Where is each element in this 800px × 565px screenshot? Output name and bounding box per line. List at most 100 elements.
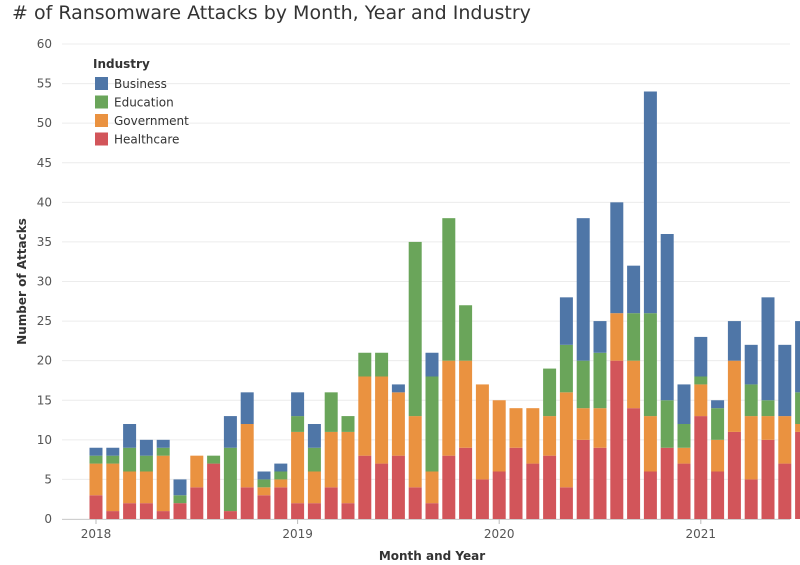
bar-segment-healthcare	[492, 471, 506, 519]
bar-segment-business	[274, 463, 288, 472]
x-tick-label: 2020	[484, 527, 515, 541]
bar-segment-government	[643, 416, 657, 472]
bar-segment-education	[375, 352, 389, 377]
bar-segment-education	[291, 416, 305, 432]
bar-segment-education	[408, 241, 422, 417]
bar-segment-education	[207, 455, 221, 464]
bar-segment-healthcare	[526, 463, 540, 519]
bar-segment-education	[156, 447, 170, 456]
bar-segment-healthcare	[543, 455, 557, 519]
bar-segment-healthcare	[223, 511, 237, 519]
bar-segment-government	[89, 463, 103, 496]
bar-segment-education	[89, 455, 103, 464]
bar-segment-government	[459, 360, 473, 448]
bar-segment-healthcare	[761, 439, 775, 519]
bar-segment-business	[156, 439, 170, 448]
bar-segment-education	[106, 455, 120, 464]
bar-segment-healthcare	[291, 503, 305, 519]
bar-segment-healthcare	[660, 447, 674, 519]
bar-segment-education	[307, 447, 321, 472]
bar-segment-healthcare	[156, 511, 170, 519]
bar-segment-business	[593, 321, 607, 353]
bar-segment-government	[408, 416, 422, 488]
bar-segment-business	[123, 424, 137, 448]
bar-segment-government	[576, 408, 590, 440]
bar-segment-government	[475, 384, 489, 480]
bar-segment-healthcare	[173, 503, 187, 519]
bar-segment-education	[795, 392, 800, 424]
legend-label-business: Business	[114, 77, 167, 91]
bar-segment-business	[139, 439, 153, 456]
bar-segment-government	[778, 416, 792, 464]
y-tick-label: 50	[37, 116, 52, 130]
bar-segment-education	[459, 305, 473, 361]
bar-segment-education	[660, 400, 674, 448]
bar-segment-government	[526, 408, 540, 464]
bar-segment-healthcare	[627, 408, 641, 519]
bar-segment-education	[274, 471, 288, 480]
bar-segment-government	[123, 471, 137, 504]
bar-segment-government	[559, 392, 573, 488]
bar-segment-healthcare	[459, 447, 473, 519]
bar-segment-education	[442, 218, 456, 361]
bar-segment-government	[795, 424, 800, 432]
y-axis-title: Number of Attacks	[15, 218, 29, 345]
bar-segment-government	[391, 392, 405, 456]
bar-segment-healthcare	[576, 439, 590, 519]
bar-segment-government	[610, 313, 624, 361]
y-tick-label: 25	[37, 314, 52, 328]
bar-segment-business	[727, 321, 741, 361]
bar-segment-business	[627, 265, 641, 314]
x-axis-title: Month and Year	[379, 549, 485, 563]
bar-segment-education	[761, 400, 775, 417]
bar-segment-government	[240, 424, 254, 488]
bar-segment-business	[173, 479, 187, 496]
bar-segment-government	[727, 360, 741, 432]
y-tick-label: 45	[37, 156, 52, 170]
bar-segment-healthcare	[711, 471, 725, 519]
bar-segment-healthcare	[123, 503, 137, 519]
y-tick-label: 30	[37, 275, 52, 289]
legend-swatch-business	[95, 77, 108, 90]
bar-segment-business	[761, 297, 775, 401]
bar-segment-education	[744, 384, 758, 417]
y-tick-label: 60	[37, 37, 52, 51]
bar-segment-government	[106, 463, 120, 512]
bar-segment-business	[223, 416, 237, 448]
bar-segment-healthcare	[341, 503, 355, 519]
legend-swatch-government	[95, 114, 108, 127]
bar-segment-healthcare	[391, 455, 405, 519]
y-tick-label: 10	[37, 433, 52, 447]
y-tick-label: 35	[37, 235, 52, 249]
bar-segment-business	[643, 91, 657, 314]
bar-segment-education	[643, 313, 657, 417]
legend-swatch-healthcare	[95, 132, 108, 146]
bar-segment-healthcare	[610, 360, 624, 519]
bar-segment-government	[694, 384, 708, 417]
bar-segment-business	[744, 344, 758, 385]
legend-label-government: Government	[114, 114, 189, 128]
bar-segment-healthcare	[593, 447, 607, 519]
bar-segment-healthcare	[744, 479, 758, 519]
bar-segment-education	[123, 447, 137, 472]
bar-segment-business	[89, 447, 103, 456]
bar-segment-business	[391, 384, 405, 393]
bar-segment-government	[358, 376, 372, 456]
bar-segment-healthcare	[358, 455, 372, 519]
bar-segment-government	[257, 487, 271, 496]
bar-segment-healthcare	[677, 463, 691, 519]
y-tick-label: 15	[37, 393, 52, 407]
bar-segment-education	[711, 408, 725, 440]
y-tick-label: 0	[44, 512, 52, 526]
bar-segment-healthcare	[207, 463, 221, 519]
bar-segment-education	[627, 313, 641, 361]
bar-segment-healthcare	[307, 503, 321, 519]
bar-segment-healthcare	[139, 503, 153, 519]
bar-segment-healthcare	[324, 487, 338, 519]
bar-segment-education	[257, 479, 271, 488]
bar-segment-education	[139, 455, 153, 472]
bar-segment-government	[711, 439, 725, 472]
bar-segment-government	[593, 408, 607, 448]
bar-segment-healthcare	[408, 487, 422, 519]
